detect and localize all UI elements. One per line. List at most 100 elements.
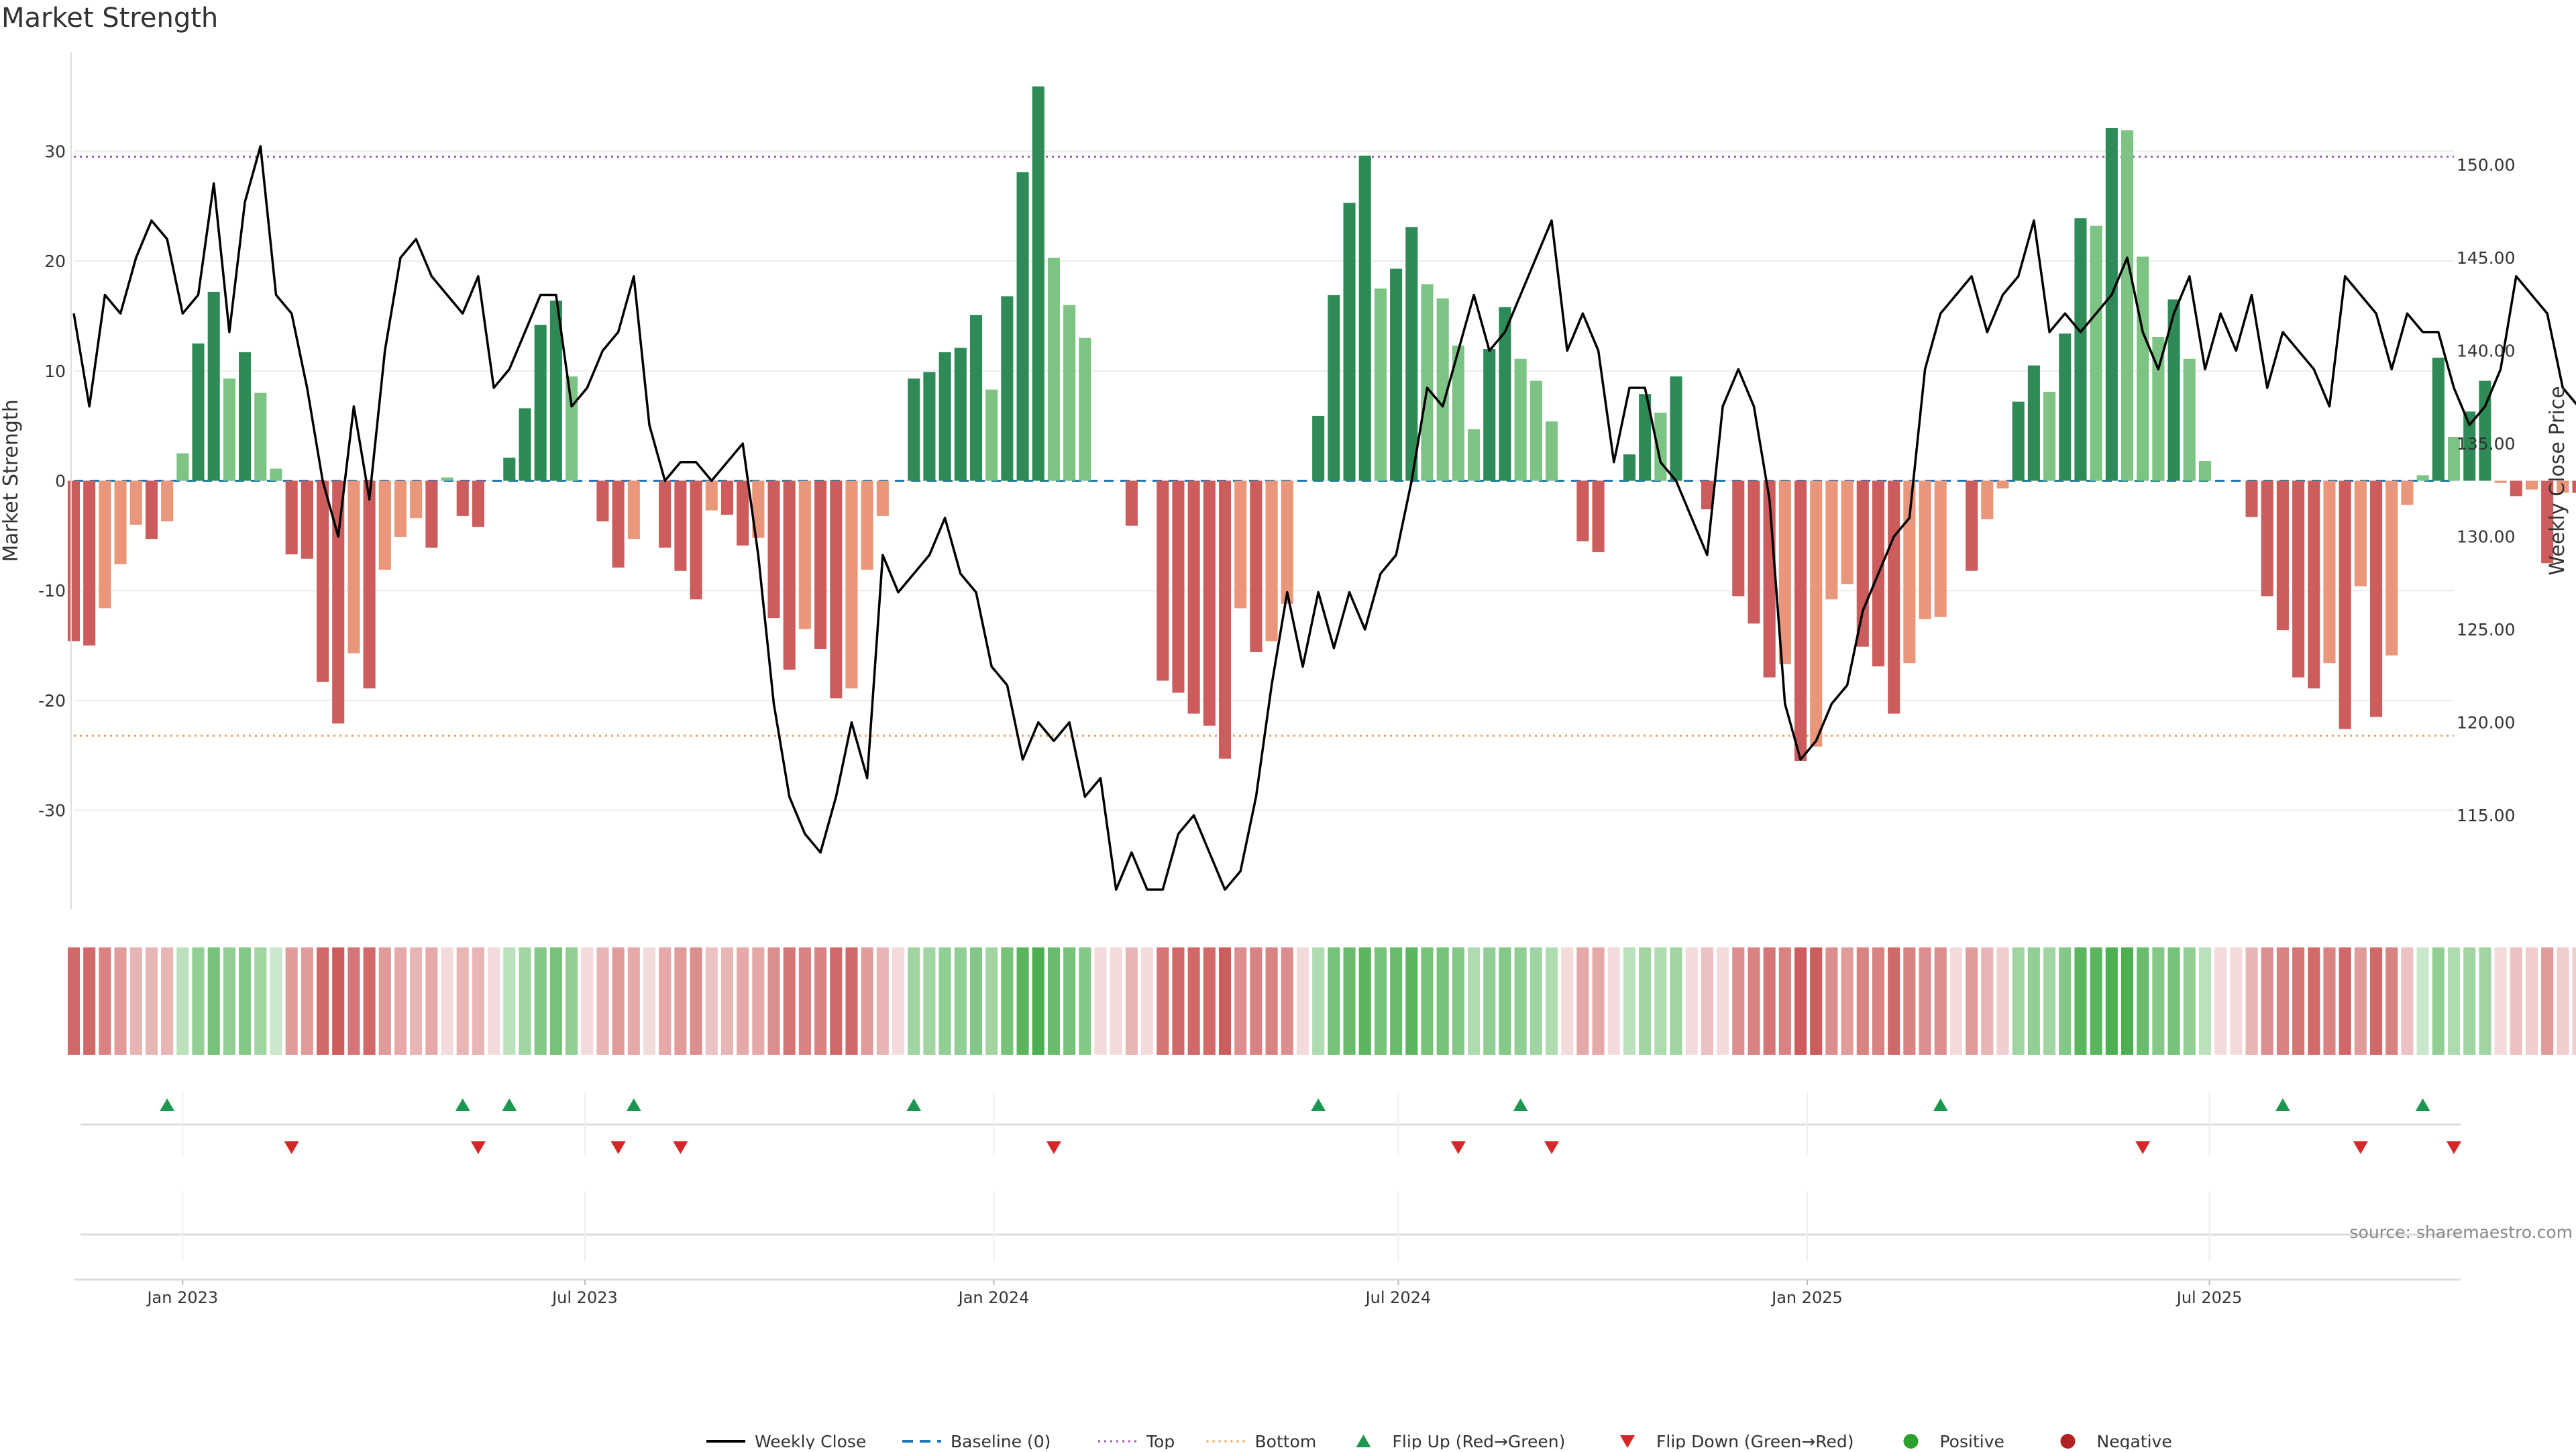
heat-strip	[67, 947, 2576, 1055]
strength-bar	[1328, 295, 1340, 481]
strength-bar	[2245, 480, 2258, 517]
heat-cell	[1685, 947, 1698, 1055]
heat-cell	[2121, 947, 2134, 1055]
strength-bar	[2479, 380, 2491, 481]
legend-label: Weekly Close	[755, 1432, 866, 1449]
strength-bar	[2432, 358, 2445, 481]
strength-bar	[1405, 227, 1418, 481]
heat-cell	[2541, 947, 2554, 1055]
heat-cell	[659, 947, 672, 1055]
strength-bar	[1919, 480, 1931, 619]
heat-cell	[1717, 947, 1729, 1055]
heat-cell	[1157, 947, 1169, 1055]
strength-bar	[596, 480, 609, 522]
legend-flip-up-swatch	[1356, 1435, 1371, 1447]
heat-cell	[176, 947, 189, 1055]
heat-cell	[1483, 947, 1496, 1055]
heat-cell	[566, 947, 578, 1055]
y2-axis-title: Weekly Close Price	[2546, 386, 2569, 575]
strength-bar	[2198, 461, 2212, 481]
heat-cell	[519, 947, 531, 1055]
strength-bar	[1125, 480, 1138, 526]
heat-cell	[1623, 947, 1635, 1055]
flip-down-marker	[673, 1141, 688, 1154]
heat-cell	[332, 947, 345, 1055]
legend-item: Baseline (0)	[902, 1432, 1051, 1451]
heat-cell	[285, 947, 298, 1055]
heat-cell	[1343, 947, 1356, 1055]
heat-cell	[347, 947, 360, 1055]
heat-cell	[2416, 947, 2429, 1055]
strength-bar	[1468, 429, 1481, 481]
strength-bar	[2090, 225, 2102, 481]
strength-bar	[2027, 365, 2040, 481]
y2-tick-label: 150.00	[2457, 156, 2515, 175]
strength-bar	[2152, 337, 2165, 481]
flip-down-marker	[470, 1141, 486, 1154]
flip-down-marker	[284, 1141, 299, 1154]
heat-cell	[549, 947, 562, 1055]
strength-bar	[239, 352, 252, 481]
heat-cell	[2447, 947, 2461, 1055]
strength-bar	[519, 408, 531, 481]
legend-label: Flip Down (Green→Red)	[1656, 1432, 1854, 1449]
heat-cell	[2074, 947, 2087, 1055]
strength-bar	[1639, 394, 1652, 481]
heat-cell	[534, 947, 547, 1055]
strength-bar	[1265, 480, 1278, 641]
heat-cell	[1328, 947, 1340, 1055]
flip-up-marker	[2415, 1098, 2430, 1111]
heat-cell	[814, 947, 827, 1055]
strength-bar	[2137, 256, 2149, 481]
heat-cell	[1094, 947, 1107, 1055]
strength-bar	[1592, 480, 1605, 552]
strength-bar	[254, 393, 267, 481]
heat-cell	[612, 947, 625, 1055]
flip-down-marker	[1544, 1141, 1560, 1154]
strength-bar	[2183, 358, 2196, 481]
heat-cell	[1966, 947, 1978, 1055]
strength-bar	[1421, 284, 1434, 481]
flip-up-marker	[160, 1098, 175, 1111]
heat-cell	[1296, 947, 1309, 1055]
heat-cell	[2137, 947, 2149, 1055]
strength-bar	[1966, 480, 1978, 571]
strength-bar	[1063, 305, 1076, 481]
heat-cell	[1110, 947, 1122, 1055]
strength-bar	[2370, 480, 2383, 717]
strength-bar	[674, 480, 687, 571]
heat-cell	[223, 947, 235, 1055]
legend-label: Top	[1146, 1432, 1175, 1449]
strength-bar	[2012, 401, 2025, 481]
strength-bar	[876, 480, 889, 516]
heat-cell	[1187, 947, 1200, 1055]
flip-down-marker	[610, 1141, 626, 1154]
heat-cell	[1514, 947, 1527, 1055]
heat-cell	[1203, 947, 1216, 1055]
legend-item: Bottom	[1206, 1432, 1316, 1451]
heat-cell	[954, 947, 967, 1055]
strength-bar	[456, 480, 469, 516]
strength-bar	[145, 480, 158, 539]
strength-bar	[798, 480, 811, 629]
legend-label: Baseline (0)	[951, 1432, 1051, 1449]
flip-up-marker	[455, 1098, 470, 1111]
heat-cell	[705, 947, 718, 1055]
heat-cell	[378, 947, 391, 1055]
y-tick-label: 30	[44, 142, 66, 161]
heat-cell	[207, 947, 220, 1055]
heat-cell	[1312, 947, 1325, 1055]
x-tick-label: Jul 2023	[551, 1288, 618, 1307]
heat-cell	[1872, 947, 1885, 1055]
heat-cell	[2323, 947, 2336, 1055]
heat-cell	[798, 947, 811, 1055]
heat-cell	[643, 947, 656, 1055]
flip-down-marker	[1046, 1141, 1061, 1154]
heat-cell	[1001, 947, 1014, 1055]
strength-bar	[207, 291, 220, 481]
heat-cell	[1452, 947, 1464, 1055]
heat-cell	[720, 947, 734, 1055]
y-tick-label: 0	[55, 472, 66, 491]
heat-cell	[767, 947, 780, 1055]
